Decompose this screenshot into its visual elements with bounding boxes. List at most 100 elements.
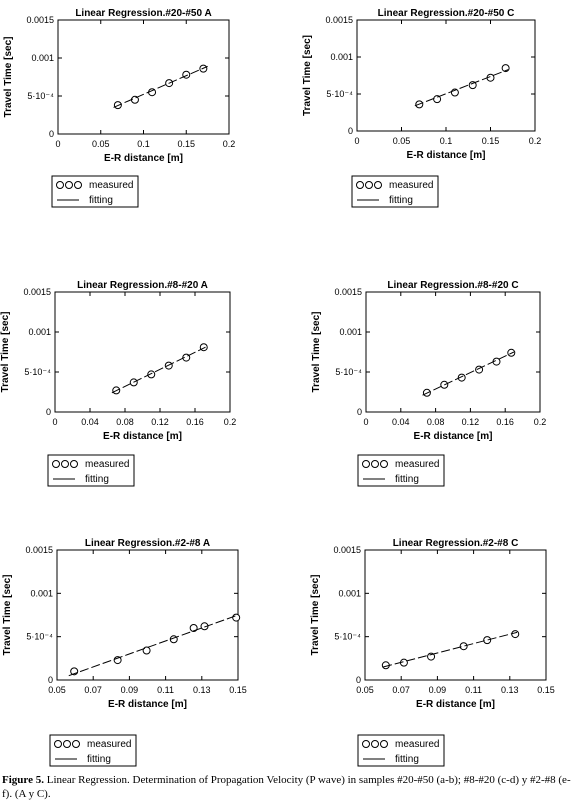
y-axis-label: Travel Time [sec]: [2, 575, 13, 656]
y-tick-label: 5·10⁻⁴: [334, 632, 361, 642]
x-axis-label: E-R distance [m]: [104, 153, 183, 164]
legend-marker-measured: [70, 460, 78, 468]
x-tick-label: 0: [52, 417, 57, 427]
chart-panel-4: Linear Regression.#8-#20 C 0 0.04 0.08 0.12 0…: [311, 280, 547, 487]
chart-panel-1: Linear Regression.#20-#50 A 0 0.05 0.1 0.15 0…: [3, 8, 236, 208]
y-tick-label: 0: [356, 675, 361, 685]
y-axis-label: Travel Time [sec]: [3, 37, 14, 118]
x-tick-label: 0.15: [482, 136, 500, 146]
legend-marker-measured: [380, 460, 388, 468]
measured-point: [147, 370, 156, 379]
legend-marker-measured: [61, 460, 69, 468]
measured-point: [459, 642, 468, 651]
legend-marker-measured: [74, 181, 82, 189]
x-tick-label: 0.15: [537, 685, 555, 695]
legend-box: [351, 175, 439, 208]
chart-panel-6: Linear Regression.#2-#8 C 0.05 0.07 0.09 0.1…: [310, 538, 555, 767]
y-tick-label: 0.0015: [334, 287, 362, 297]
legend-label-fitting: fitting: [85, 474, 109, 485]
x-tick-label: 0.2: [534, 417, 547, 427]
y-tick-label: 0.001: [31, 53, 54, 63]
legend-marker-measured: [56, 181, 64, 189]
measured-point: [142, 646, 151, 655]
x-tick-label: 0.13: [501, 685, 519, 695]
x-tick-label: 0.04: [392, 417, 410, 427]
measured-point: [433, 95, 442, 104]
y-tick-label: 0.001: [28, 327, 51, 337]
x-tick-label: 0.08: [116, 417, 134, 427]
legend-marker-measured: [380, 740, 388, 748]
legend-box: [357, 734, 445, 767]
plot-frame: [365, 291, 541, 413]
plot-frame: [56, 549, 239, 681]
y-tick-label: 5·10⁻⁴: [26, 632, 53, 642]
legend-label-fitting: fitting: [395, 754, 419, 765]
legend-label-measured: measured: [395, 739, 439, 750]
x-tick-label: 0.07: [392, 685, 410, 695]
measured-point: [457, 373, 466, 382]
x-tick-label: 0.2: [224, 417, 237, 427]
chart-panel-5: Linear Regression.#2-#8 A 0.05 0.07 0.09 0.1…: [2, 538, 247, 767]
chart-title: Linear Regression.#2-#8 A: [85, 538, 210, 549]
x-tick-label: 0.2: [223, 139, 236, 149]
legend-marker-measured: [65, 181, 73, 189]
x-tick-label: 0.09: [429, 685, 447, 695]
x-tick-label: 0.05: [92, 139, 110, 149]
legend: measured fitting: [357, 454, 445, 487]
chart-title: Linear Regression.#8-#20 C: [387, 280, 518, 291]
y-tick-label: 5·10⁻⁴: [24, 367, 51, 377]
measured-point: [511, 630, 520, 639]
x-axis-label: E-R distance [m]: [108, 699, 187, 710]
y-tick-label: 0.0015: [325, 15, 353, 25]
legend-marker-measured: [54, 740, 62, 748]
x-tick-label: 0.15: [177, 139, 195, 149]
y-tick-label: 5·10⁻⁴: [326, 89, 353, 99]
y-tick-label: 0.001: [330, 52, 353, 62]
caption-label: Figure 5.: [2, 774, 44, 786]
legend-box: [51, 175, 139, 208]
fitting-line: [111, 346, 206, 394]
fitting-line: [414, 69, 509, 107]
x-tick-label: 0: [55, 139, 60, 149]
x-tick-label: 0.11: [157, 685, 174, 695]
plot-frame: [364, 549, 547, 681]
x-tick-label: 0.16: [186, 417, 204, 427]
measured-point: [232, 613, 241, 622]
legend-marker-measured: [371, 460, 379, 468]
legend: measured fitting: [51, 175, 139, 208]
y-tick-label: 0: [49, 129, 54, 139]
legend-label-measured: measured: [85, 459, 129, 470]
y-tick-label: 0.0015: [26, 15, 54, 25]
fitting-line: [113, 65, 208, 108]
y-tick-label: 0.001: [338, 588, 361, 598]
y-tick-label: 0.001: [339, 327, 362, 337]
fitting-line: [382, 631, 518, 668]
x-tick-label: 0.12: [462, 417, 480, 427]
legend: measured fitting: [357, 734, 445, 767]
x-tick-label: 0: [354, 136, 359, 146]
legend-marker-measured: [374, 181, 382, 189]
legend-marker-measured: [362, 460, 370, 468]
legend-marker-measured: [371, 740, 379, 748]
x-tick-label: 0.07: [84, 685, 102, 695]
chart-title: Linear Regression.#20-#50 C: [378, 8, 515, 19]
x-tick-label: 0.16: [496, 417, 514, 427]
legend-box: [49, 734, 137, 767]
x-tick-label: 0.15: [229, 685, 247, 695]
legend-label-fitting: fitting: [395, 474, 419, 485]
y-tick-label: 0.0015: [333, 545, 361, 555]
legend-label-fitting: fitting: [389, 195, 413, 206]
caption-text: Linear Regression. Determination of Prop…: [2, 774, 571, 800]
chart-title: Linear Regression.#20-#50 A: [75, 8, 211, 19]
legend: measured fitting: [351, 175, 439, 208]
legend-label-measured: measured: [389, 180, 433, 191]
x-axis-label: E-R distance [m]: [407, 150, 486, 161]
y-tick-label: 0.0015: [23, 287, 51, 297]
legend-marker-measured: [356, 181, 364, 189]
legend-label-measured: measured: [395, 459, 439, 470]
x-tick-label: 0.11: [465, 685, 482, 695]
y-tick-label: 0: [48, 675, 53, 685]
y-tick-label: 0.001: [30, 588, 53, 598]
chart-title: Linear Regression.#8-#20 A: [77, 280, 208, 291]
